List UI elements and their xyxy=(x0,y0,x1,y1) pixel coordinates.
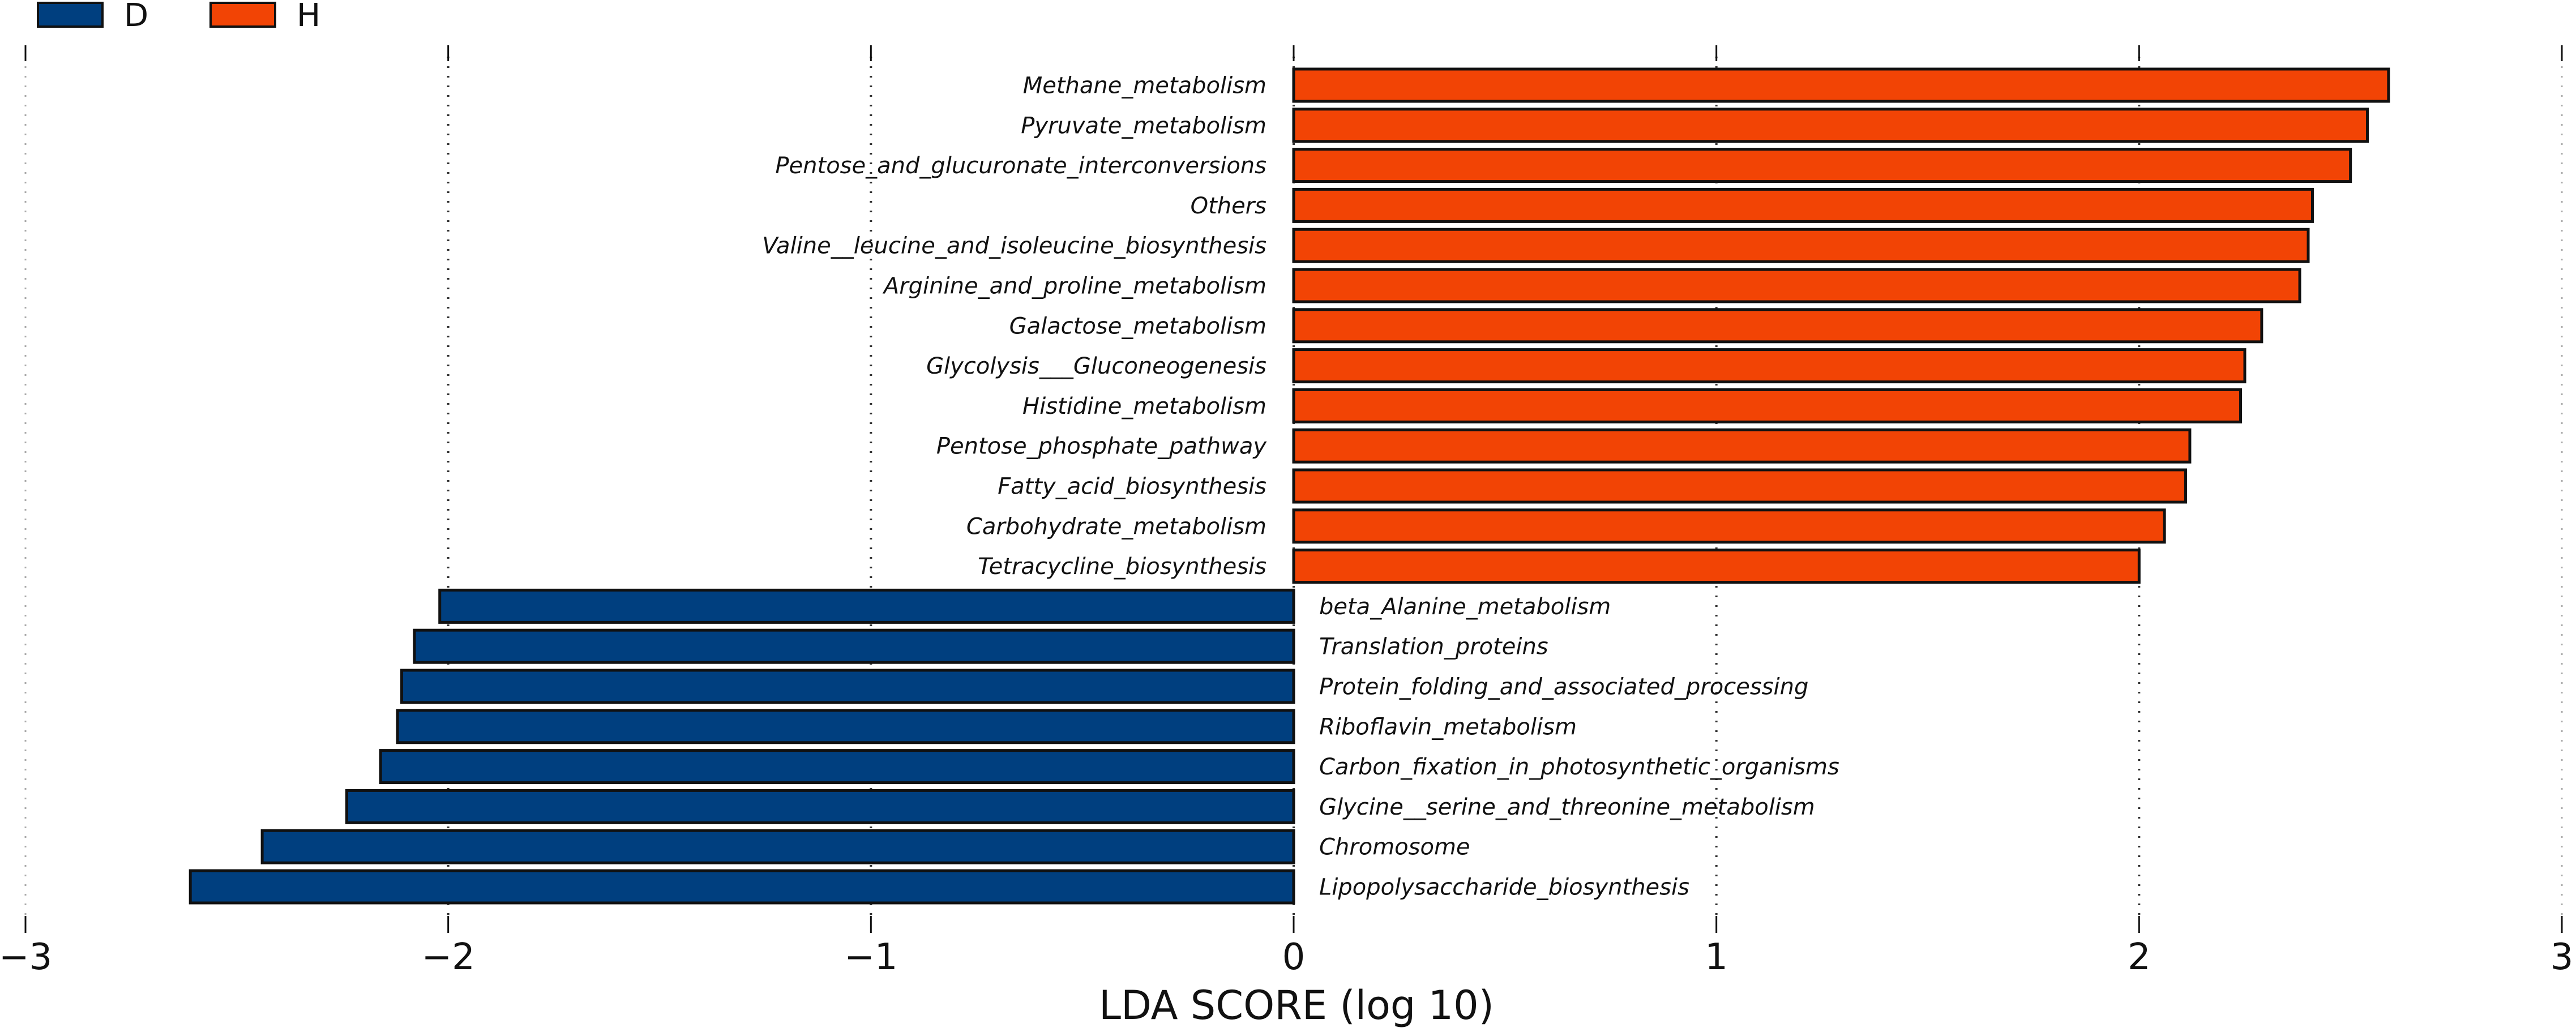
x-tick-label: 0 xyxy=(1282,936,1306,978)
bar-label: Pentose_and_glucuronate_interconversions xyxy=(775,153,1266,179)
x-tick-label: 2 xyxy=(2128,936,2151,978)
x-axis-title: LDA SCORE (log 10) xyxy=(1099,982,1494,1029)
x-tick-label: −1 xyxy=(844,936,897,978)
x-axis: −3 −2 −1 0 1 2 3 xyxy=(0,45,2573,978)
bar-H xyxy=(1292,428,2192,464)
bar-D xyxy=(396,709,1295,744)
bar-H xyxy=(1292,388,2243,423)
bar-label: Tetracycline_biosynthesis xyxy=(978,554,1266,580)
bar-label: Riboflavin_metabolism xyxy=(1319,714,1577,740)
bar-label: Glycine__serine_and_threonine_metabolism xyxy=(1319,794,1815,820)
bar-label: Lipopolysaccharide_biosynthesis xyxy=(1319,875,1689,901)
bar-D xyxy=(413,628,1295,664)
bar-H xyxy=(1292,228,2310,263)
legend-swatch-D xyxy=(37,2,104,28)
x-tick-label: 3 xyxy=(2551,936,2574,978)
bar-D xyxy=(438,588,1295,624)
bar-label: Carbohydrate_metabolism xyxy=(966,513,1266,539)
bar-label: Galactose_metabolism xyxy=(1009,313,1266,339)
bar-H xyxy=(1292,308,2263,344)
bar-label: Protein_folding_and_associated_processin… xyxy=(1319,674,1808,700)
bar-label: Valine__leucine_and_isoleucine_biosynthe… xyxy=(762,233,1266,259)
bar-D xyxy=(345,789,1295,824)
bar-H xyxy=(1292,108,2369,143)
bars xyxy=(189,67,2390,905)
legend-label-H: H xyxy=(297,0,320,34)
bar-H xyxy=(1292,508,2166,544)
bar-label: beta_Alanine_metabolism xyxy=(1319,594,1611,620)
legend-label-D: D xyxy=(124,0,148,34)
bar-label: Pyruvate_metabolism xyxy=(1021,113,1266,139)
bar-labels: Methane_metabolism Pyruvate_metabolism Pen… xyxy=(762,73,1839,901)
bar-H xyxy=(1292,268,2301,303)
bar-H xyxy=(1292,549,2141,584)
bar-label: Translation_proteins xyxy=(1319,634,1548,660)
bar-H xyxy=(1292,348,2246,384)
bar-label: Histidine_metabolism xyxy=(1022,393,1266,419)
bar-label: Chromosome xyxy=(1319,834,1470,860)
bar-H xyxy=(1292,67,2390,103)
x-tick-label: −3 xyxy=(0,936,52,978)
bar-D xyxy=(260,829,1295,864)
bar-H xyxy=(1292,187,2314,223)
bar-label: Glycolysis___Gluconeogenesis xyxy=(926,353,1266,379)
bar-H xyxy=(1292,468,2187,504)
bar-D xyxy=(189,869,1295,905)
bar-label: Fatty_acid_biosynthesis xyxy=(998,474,1266,500)
legend-swatch-H xyxy=(209,2,276,28)
x-tick-label: −2 xyxy=(421,936,474,978)
bar-label: Carbon_fixation_in_photosynthetic_organi… xyxy=(1319,754,1839,780)
bar-D xyxy=(400,669,1295,704)
bar-D xyxy=(379,749,1295,785)
bar-label: Methane_metabolism xyxy=(1023,73,1266,99)
bar-label: Pentose_phosphate_pathway xyxy=(936,434,1267,460)
x-tick-label: 1 xyxy=(1705,936,1728,978)
bar-label: Arginine_and_proline_metabolism xyxy=(882,273,1266,299)
bar-label: Others xyxy=(1191,193,1266,219)
bar-H xyxy=(1292,148,2352,183)
